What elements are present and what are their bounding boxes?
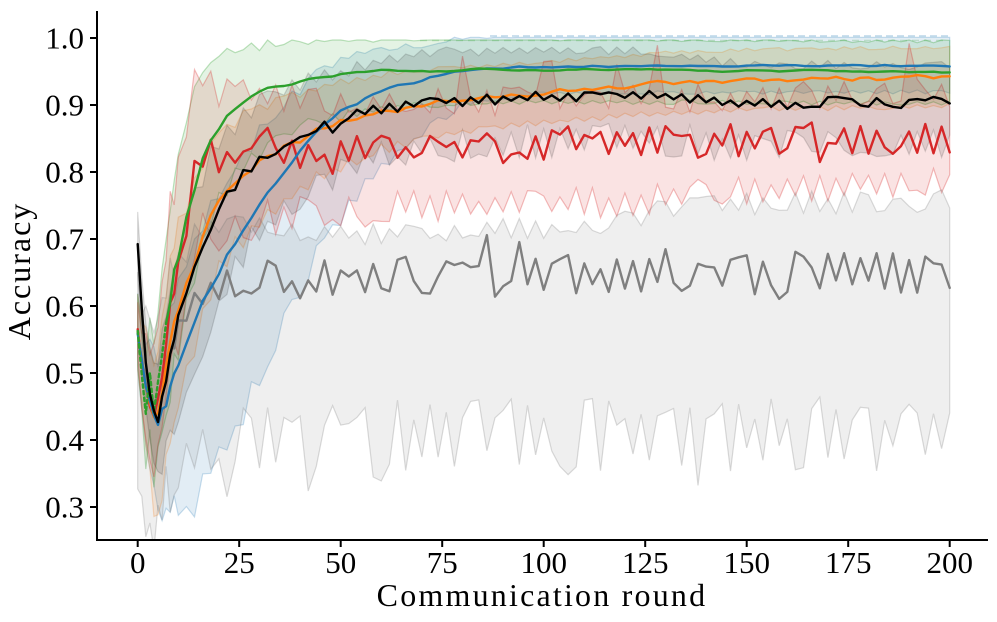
svg-text:0.4: 0.4 — [45, 423, 84, 458]
svg-text:0.3: 0.3 — [45, 490, 84, 525]
svg-text:Communication round: Communication round — [377, 577, 708, 613]
svg-text:0: 0 — [130, 545, 146, 580]
svg-text:0.9: 0.9 — [45, 88, 84, 123]
svg-text:0.7: 0.7 — [45, 222, 84, 257]
svg-text:Accuracy: Accuracy — [1, 202, 37, 341]
svg-text:25: 25 — [224, 545, 255, 580]
svg-text:0.5: 0.5 — [45, 356, 84, 391]
svg-text:75: 75 — [427, 545, 458, 580]
svg-text:1.0: 1.0 — [45, 21, 84, 56]
svg-text:0.6: 0.6 — [45, 289, 84, 324]
svg-text:0.8: 0.8 — [45, 155, 84, 190]
svg-text:50: 50 — [325, 545, 356, 580]
svg-text:100: 100 — [520, 545, 567, 580]
svg-text:125: 125 — [622, 545, 669, 580]
svg-text:200: 200 — [926, 545, 973, 580]
svg-text:150: 150 — [723, 545, 770, 580]
svg-text:175: 175 — [825, 545, 872, 580]
